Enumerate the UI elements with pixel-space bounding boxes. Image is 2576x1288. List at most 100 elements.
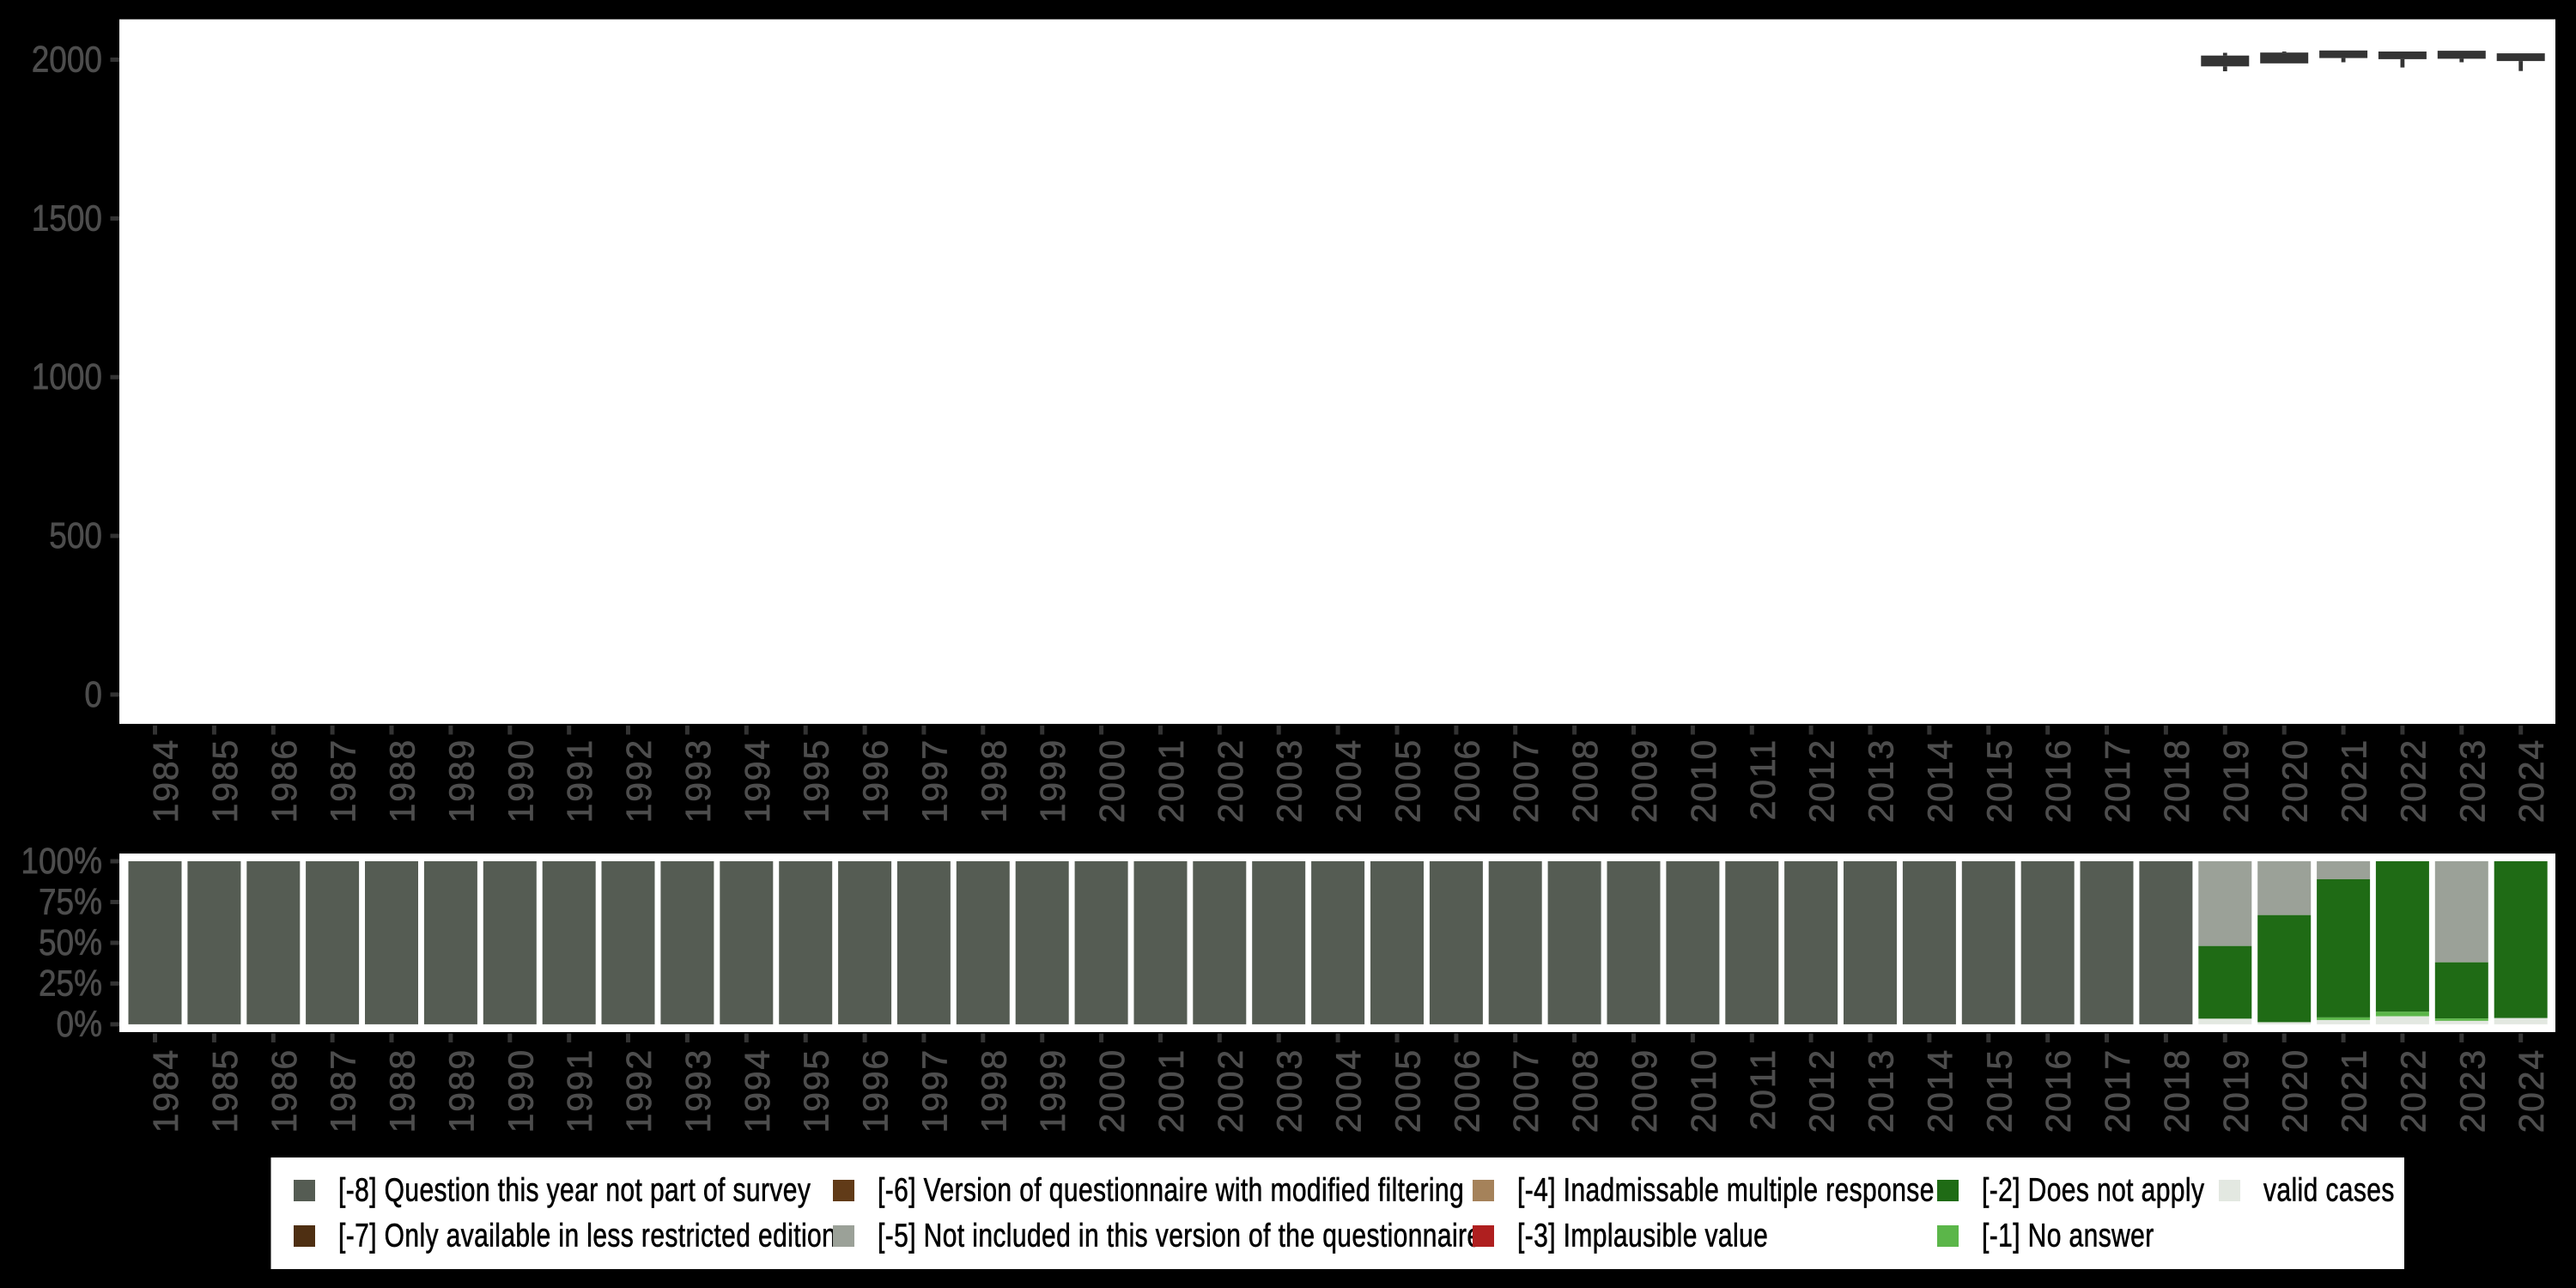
svg-text:2013: 2013 bbox=[1862, 738, 1901, 823]
svg-text:1993: 1993 bbox=[678, 1048, 718, 1133]
svg-text:1989: 1989 bbox=[441, 1048, 481, 1133]
svg-text:[-2] Does not apply: [-2] Does not apply bbox=[1982, 1172, 2205, 1208]
svg-text:2020: 2020 bbox=[2275, 1048, 2315, 1133]
svg-text:1984: 1984 bbox=[146, 1048, 185, 1133]
svg-text:2002: 2002 bbox=[1211, 738, 1250, 823]
svg-text:1987: 1987 bbox=[324, 738, 363, 823]
svg-text:[-7] Only available in less re: [-7] Only available in less restricted e… bbox=[338, 1218, 836, 1254]
svg-text:2008: 2008 bbox=[1565, 1048, 1605, 1133]
svg-text:2022: 2022 bbox=[2393, 1048, 2433, 1133]
svg-text:[-8] Question this year not pa: [-8] Question this year not part of surv… bbox=[338, 1172, 811, 1208]
svg-text:2017: 2017 bbox=[2098, 1048, 2137, 1133]
svg-text:2004: 2004 bbox=[1329, 738, 1369, 823]
svg-text:1996: 1996 bbox=[856, 1048, 896, 1133]
svg-text:2018: 2018 bbox=[2157, 1048, 2196, 1133]
svg-text:2009: 2009 bbox=[1625, 1048, 1664, 1133]
svg-text:2023: 2023 bbox=[2452, 738, 2492, 823]
svg-text:1999: 1999 bbox=[1033, 738, 1072, 823]
svg-text:1987: 1987 bbox=[324, 1048, 363, 1133]
svg-text:1500: 1500 bbox=[32, 198, 102, 239]
svg-text:1989: 1989 bbox=[441, 738, 481, 823]
svg-text:1995: 1995 bbox=[797, 738, 836, 823]
svg-text:2016: 2016 bbox=[2038, 1048, 2078, 1133]
svg-text:1000: 1000 bbox=[32, 357, 102, 398]
svg-text:50%: 50% bbox=[39, 923, 102, 963]
svg-text:valid cases: valid cases bbox=[2263, 1172, 2395, 1208]
svg-text:0%: 0% bbox=[57, 1004, 102, 1044]
svg-text:2021: 2021 bbox=[2335, 738, 2374, 823]
svg-text:1990: 1990 bbox=[501, 738, 540, 823]
svg-text:1993: 1993 bbox=[678, 738, 718, 823]
svg-text:2020: 2020 bbox=[2275, 738, 2315, 823]
svg-text:2000: 2000 bbox=[1092, 738, 1132, 823]
svg-text:2012: 2012 bbox=[1802, 1048, 1842, 1133]
svg-text:2011: 2011 bbox=[1743, 1048, 1783, 1130]
svg-text:2005: 2005 bbox=[1388, 738, 1428, 823]
svg-text:[-5] Not included in this vers: [-5] Not included in this version of the… bbox=[878, 1218, 1481, 1254]
svg-text:2006: 2006 bbox=[1447, 1048, 1486, 1133]
svg-text:500: 500 bbox=[49, 516, 102, 556]
svg-text:[-4] Inadmissable multiple res: [-4] Inadmissable multiple response bbox=[1517, 1172, 1935, 1208]
svg-text:2006: 2006 bbox=[1447, 738, 1486, 823]
svg-text:[-1] No answer: [-1] No answer bbox=[1982, 1218, 2154, 1254]
svg-text:0: 0 bbox=[84, 674, 102, 714]
svg-text:2018: 2018 bbox=[2157, 738, 2196, 823]
svg-text:2016: 2016 bbox=[2038, 738, 2078, 823]
svg-text:1986: 1986 bbox=[264, 738, 304, 823]
svg-text:2012: 2012 bbox=[1802, 738, 1842, 823]
svg-text:2021: 2021 bbox=[2335, 1048, 2374, 1133]
svg-text:1997: 1997 bbox=[914, 1048, 954, 1133]
svg-text:1996: 1996 bbox=[856, 738, 896, 823]
svg-text:2017: 2017 bbox=[2098, 738, 2137, 823]
svg-text:2003: 2003 bbox=[1270, 738, 1309, 823]
svg-text:1994: 1994 bbox=[738, 1048, 777, 1133]
svg-text:75%: 75% bbox=[39, 882, 102, 922]
svg-text:2019: 2019 bbox=[2216, 1048, 2256, 1133]
svg-text:[-3] Implausible value: [-3] Implausible value bbox=[1517, 1218, 1768, 1254]
svg-text:2004: 2004 bbox=[1329, 1048, 1369, 1133]
svg-text:2007: 2007 bbox=[1506, 1048, 1546, 1133]
svg-text:1998: 1998 bbox=[974, 1048, 1013, 1133]
svg-text:1992: 1992 bbox=[619, 738, 659, 823]
svg-text:2007: 2007 bbox=[1506, 738, 1546, 823]
svg-text:1988: 1988 bbox=[383, 738, 422, 823]
svg-text:2003: 2003 bbox=[1270, 1048, 1309, 1133]
svg-text:100%: 100% bbox=[21, 841, 102, 882]
svg-text:2010: 2010 bbox=[1684, 738, 1723, 823]
svg-text:1999: 1999 bbox=[1033, 1048, 1072, 1133]
svg-text:2000: 2000 bbox=[32, 39, 102, 80]
svg-text:2024: 2024 bbox=[2512, 738, 2551, 823]
svg-text:2023: 2023 bbox=[2452, 1048, 2492, 1133]
svg-text:2009: 2009 bbox=[1625, 738, 1664, 823]
svg-text:1988: 1988 bbox=[383, 1048, 422, 1133]
svg-text:25%: 25% bbox=[39, 963, 102, 1004]
svg-text:1984: 1984 bbox=[146, 738, 185, 823]
svg-text:2011: 2011 bbox=[1743, 738, 1783, 820]
svg-text:2019: 2019 bbox=[2216, 738, 2256, 823]
svg-text:2005: 2005 bbox=[1388, 1048, 1428, 1133]
svg-text:2015: 2015 bbox=[1979, 1048, 2019, 1133]
svg-text:1990: 1990 bbox=[501, 1048, 540, 1133]
svg-text:1991: 1991 bbox=[560, 1048, 599, 1133]
svg-text:[-6] Version of questionnaire: [-6] Version of questionnaire with modif… bbox=[878, 1172, 1464, 1208]
svg-text:1995: 1995 bbox=[797, 1048, 836, 1133]
svg-text:2014: 2014 bbox=[1920, 738, 1959, 823]
svg-text:2002: 2002 bbox=[1211, 1048, 1250, 1133]
svg-text:2010: 2010 bbox=[1684, 1048, 1723, 1133]
svg-text:2001: 2001 bbox=[1151, 1048, 1191, 1133]
svg-text:2008: 2008 bbox=[1565, 738, 1605, 823]
svg-text:2013: 2013 bbox=[1862, 1048, 1901, 1133]
svg-text:1985: 1985 bbox=[205, 1048, 245, 1133]
svg-text:1994: 1994 bbox=[738, 738, 777, 823]
svg-text:2024: 2024 bbox=[2512, 1048, 2551, 1133]
svg-text:1998: 1998 bbox=[974, 738, 1013, 823]
svg-text:1992: 1992 bbox=[619, 1048, 659, 1133]
svg-text:1985: 1985 bbox=[205, 738, 245, 823]
svg-text:1997: 1997 bbox=[914, 738, 954, 823]
svg-text:2000: 2000 bbox=[1092, 1048, 1132, 1133]
svg-text:1986: 1986 bbox=[264, 1048, 304, 1133]
svg-text:1991: 1991 bbox=[560, 738, 599, 823]
svg-text:2022: 2022 bbox=[2393, 738, 2433, 823]
svg-text:2014: 2014 bbox=[1920, 1048, 1959, 1133]
svg-text:2015: 2015 bbox=[1979, 738, 2019, 823]
